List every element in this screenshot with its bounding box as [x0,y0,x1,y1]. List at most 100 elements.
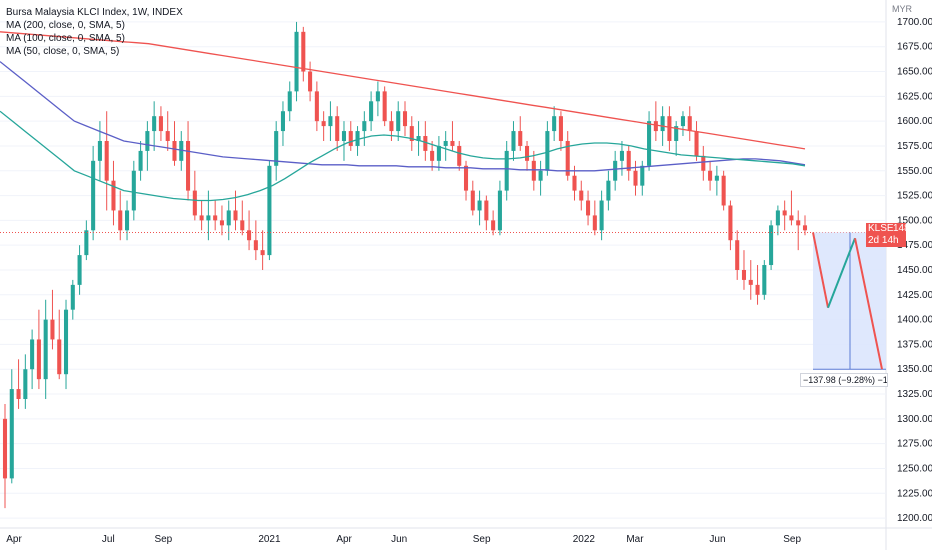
candle-body [152,116,157,132]
y-tick-label: 1275.00 [897,439,932,450]
candle-body [158,116,163,132]
candle-body [613,160,618,181]
y-tick-label: 1225.00 [897,488,932,499]
candle-body [762,265,767,295]
y-tick-label: 1650.00 [897,67,932,78]
y-tick-label: 1450.00 [897,265,932,276]
candle-body [165,131,170,141]
x-tick-label: Apr [336,534,352,545]
symbol-title: Bursa Malaysia KLCI Index, 1W, INDEX [6,7,183,18]
ma50-line [0,110,806,202]
candle-body [525,145,530,161]
candle-body [260,250,265,256]
y-tick-label: 1575.00 [897,141,932,152]
candle-body [375,91,380,102]
candle-body [538,170,543,181]
y-tick-label: 1350.00 [897,364,932,375]
candle-body [504,150,509,191]
projection-segment [812,232,829,308]
y-tick-label: 1425.00 [897,290,932,301]
candle-body [450,140,455,146]
candle-body [30,339,35,370]
x-tick-label: 2022 [573,534,596,545]
candle-body [782,210,787,216]
candle-body [111,180,116,211]
candle-body [775,210,780,226]
candle-body [619,150,624,161]
candle-body [491,220,496,231]
ma200-line [0,31,806,150]
candle-body [179,140,184,161]
y-tick-label: 1325.00 [897,389,932,400]
candle-body [389,121,394,132]
candle-body [436,145,441,161]
candle-body [545,131,550,171]
candle-body [138,150,143,171]
candle-body [396,111,401,132]
candle-body [308,71,313,92]
ma100-legend: MA (100, close, 0, SMA, 5) [6,33,125,44]
x-tick-label: Jun [391,534,407,545]
candle-body [416,136,421,141]
candle-body [626,150,631,171]
x-tick-label: Sep [473,534,491,545]
candle-body [457,145,462,166]
y-tick-label: 1250.00 [897,463,932,474]
candle-body [728,205,733,241]
candle-body [321,121,326,127]
candle-body [240,220,245,231]
candle-body [789,215,794,221]
candle-body [253,240,258,251]
y-tick-label: 1300.00 [897,414,932,425]
candle-body [63,309,69,375]
candle-body [558,116,563,141]
x-tick-label: Mar [626,534,644,545]
ma50-legend: MA (50, close, 0, SMA, 5) [6,46,120,57]
candle-body [606,180,611,201]
candle-body [301,31,306,72]
candle-body [667,116,672,141]
candle-body [97,140,102,161]
candle-body [552,116,557,132]
candle-body [660,116,665,132]
candle-body [57,339,62,375]
candle-body [708,170,713,181]
y-tick-label: 1500.00 [897,215,932,226]
candle-body [70,284,75,310]
candle-body [470,190,475,211]
candle-body [145,131,150,151]
candle-body [186,140,191,191]
candle-body [463,165,469,191]
candle-body [335,116,340,141]
y-tick-label: 1200.00 [897,513,932,524]
candle-body [125,210,130,231]
candle-body [565,140,570,176]
candle-body [741,269,747,280]
candle-body [680,116,685,127]
candle-body [226,210,231,226]
candle-body [484,200,489,221]
candle-body [213,215,218,221]
candle-body [348,131,353,146]
candle-body [36,339,41,380]
last-price-tag: KLSE 2d 14h [866,223,906,247]
candle-body [267,165,272,256]
y-tick-label: 1525.00 [897,191,932,202]
candle-body [755,284,760,295]
candle-body [369,101,374,122]
candle-body [592,215,597,231]
last-price-symbol: KLSE [868,223,894,234]
candle-body [497,190,502,231]
candle-body [409,126,414,141]
candle-body [280,111,285,132]
y-tick-label: 1600.00 [897,116,932,127]
last-price-countdown: 2d 14h [868,235,899,246]
candle-body [402,111,408,127]
candle-body [362,121,367,132]
y-tick-label: 1475.00 [897,240,932,251]
candle-body [511,131,516,151]
candle-body [328,116,333,127]
candle-body [43,319,48,380]
